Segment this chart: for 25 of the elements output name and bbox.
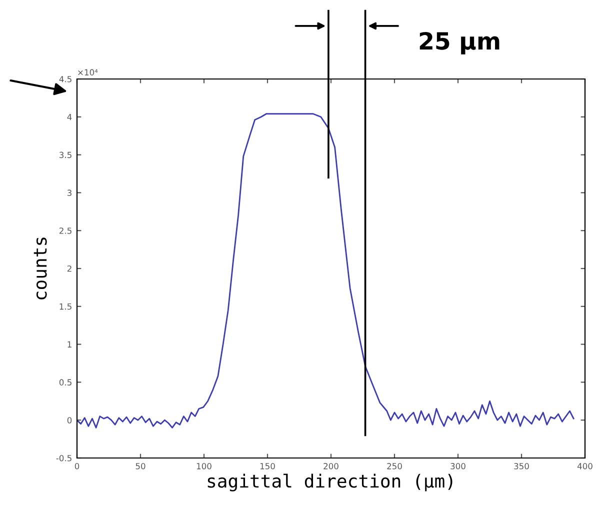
y-axis-title: counts [34,238,47,300]
x-tick-label: 250 [387,463,402,470]
y-tick-label: 1 [68,341,72,348]
y-tick-label: 2.5 [59,228,72,234]
x-tick-label: 350 [514,463,529,470]
x-tick-label: 50 [136,463,146,470]
x-axis-title: sagittal direction (µm) [208,474,452,492]
y-tick-label: 0 [67,417,72,424]
x-tick-label: 150 [260,463,275,470]
y-tick-label: 2 [67,265,72,272]
x-tick-label: 200 [324,463,338,470]
text: 25 µm [420,32,500,54]
x-tick-label: 100 [196,463,212,470]
x-tick-label: 400 [577,463,592,470]
y-tick-label: 3.5 [60,152,72,158]
text: ×10⁴ [78,69,98,76]
y-tick-label: -0.5 [56,454,72,462]
x-tick-label: 300 [450,463,466,470]
y-tick-label: 0.5 [59,379,72,386]
y-tick-label: 3 [67,190,72,196]
y-tick-label: 4 [67,114,72,120]
y-tick-label: 1.5 [60,303,72,310]
x-tick-label: 0 [74,463,80,470]
y-tick-label: 4.5 [59,76,72,82]
line-series [77,113,574,428]
